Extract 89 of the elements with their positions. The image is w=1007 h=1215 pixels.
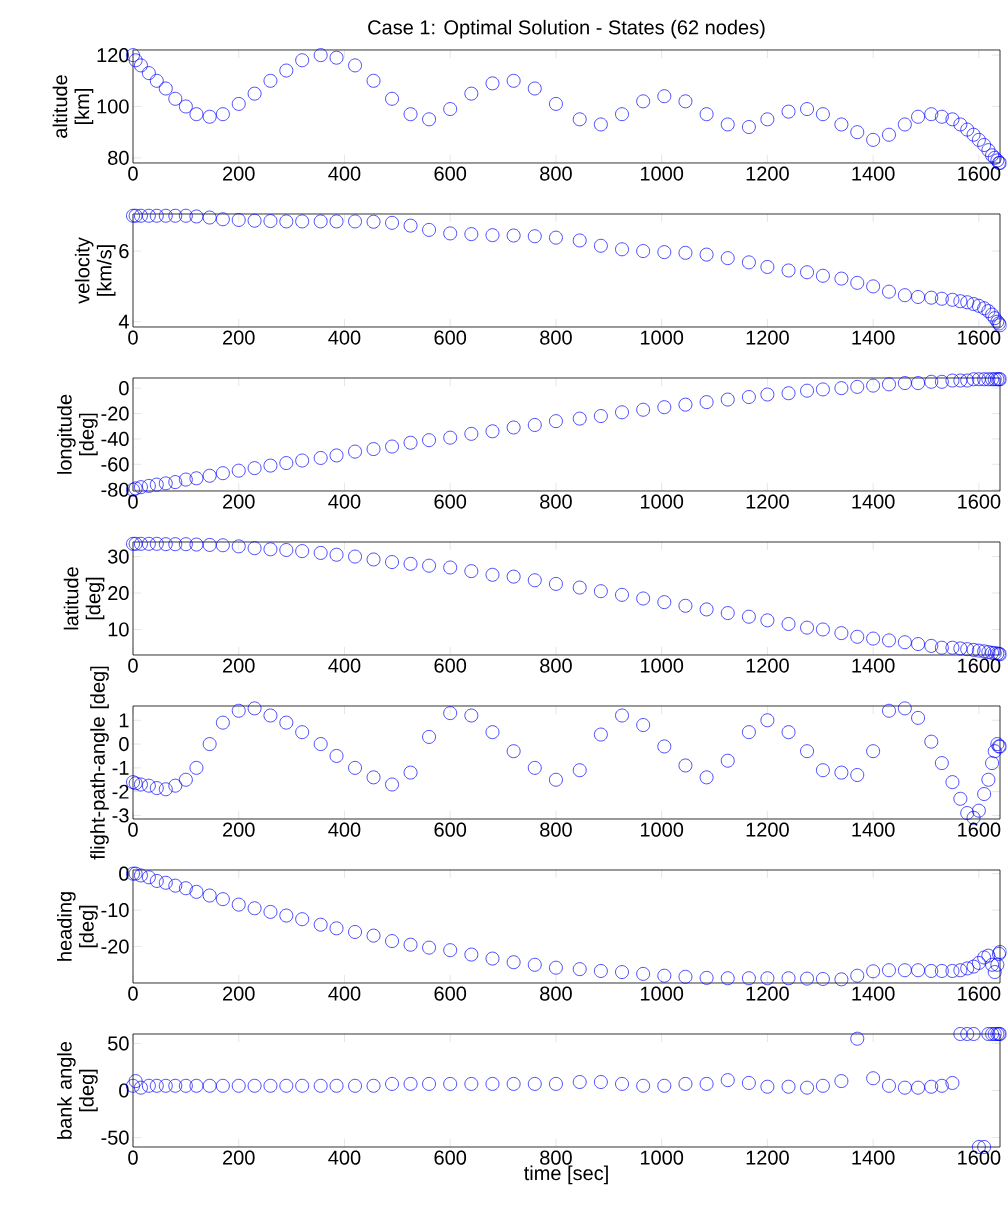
y-tick-label: 20	[108, 585, 129, 601]
x-tick-label: 400	[328, 986, 361, 1001]
y-axis-title: flight-path-angle [deg]	[90, 666, 110, 860]
x-tick-label: 1600	[958, 986, 1001, 1001]
x-tick-label: 800	[540, 494, 573, 509]
x-axis-title: time [sec]	[524, 1165, 609, 1185]
y-tick-label: -20	[101, 939, 129, 954]
y-tick-label: 50	[108, 1036, 129, 1051]
x-tick-label: 200	[223, 494, 255, 509]
y-tick-label: 6	[119, 243, 129, 259]
x-tick-label: 1600	[958, 494, 1001, 509]
y-axis-title: latitude [deg]	[63, 567, 105, 630]
y-axis-title: velocity [km/s]	[75, 237, 116, 304]
y-tick-label: -2	[112, 784, 129, 799]
x-tick-label: 1200	[746, 330, 790, 345]
x-tick-label: 1200	[746, 166, 790, 181]
y-axis-title: bank angle [deg]	[57, 1041, 98, 1139]
x-tick-label: 1200	[746, 658, 790, 673]
y-tick-label: 0	[119, 381, 129, 396]
x-tick-label: 1200	[746, 1150, 790, 1165]
x-tick-label: 400	[328, 166, 361, 181]
x-tick-label: 600	[434, 166, 467, 181]
x-tick-label: 1200	[746, 494, 790, 509]
y-tick-label: -60	[101, 457, 129, 472]
x-tick-label: 1600	[958, 822, 1001, 837]
y-tick-label: 4	[119, 314, 130, 329]
x-tick-label: 1400	[852, 330, 895, 345]
y-tick-label: -50	[101, 1130, 129, 1145]
x-tick-label: 200	[223, 658, 255, 673]
x-tick-label: 1200	[746, 822, 790, 837]
x-tick-label: 1000	[641, 986, 684, 1001]
y-tick-label: 10	[108, 622, 129, 637]
x-tick-label: 1400	[852, 494, 895, 509]
x-tick-label: 1600	[958, 166, 1001, 181]
y-tick-label: 30	[108, 549, 129, 564]
x-tick-label: 1400	[852, 658, 895, 673]
x-tick-label: 1000	[641, 658, 684, 673]
x-tick-label: 200	[223, 986, 255, 1001]
y-axis-title: altitude [km]	[52, 75, 94, 138]
chart-title: Case 1: Optimal Solution - States (62 nodes)	[368, 19, 765, 39]
y-tick-label: -1	[112, 760, 129, 775]
x-tick-label: 200	[223, 330, 255, 345]
x-tick-label: 1600	[958, 658, 1001, 673]
y-tick-label: 0	[119, 736, 129, 752]
y-axis-title: longitude [deg]	[57, 394, 98, 474]
y-tick-label: 0	[119, 866, 129, 881]
y-tick-label: 100	[97, 99, 129, 114]
x-tick-label: 600	[434, 822, 467, 837]
x-tick-label: 800	[540, 166, 573, 181]
x-tick-label: 400	[328, 494, 361, 509]
x-tick-label: 600	[434, 658, 467, 673]
x-tick-label: 200	[223, 822, 255, 837]
x-tick-label: 600	[434, 1150, 467, 1165]
x-tick-label: 1000	[641, 1150, 684, 1165]
x-tick-label: 1600	[958, 1150, 1001, 1165]
x-tick-label: 1400	[852, 166, 895, 181]
y-tick-label: 1	[120, 713, 129, 728]
x-tick-label: 1400	[852, 822, 895, 837]
x-tick-label: 800	[540, 822, 573, 837]
x-tick-label: 600	[434, 494, 467, 509]
x-tick-label: 400	[328, 1150, 361, 1165]
y-tick-label: 120	[97, 48, 129, 63]
y-axis-title: heading [deg]	[57, 892, 98, 961]
x-tick-label: 1000	[641, 330, 684, 345]
x-tick-label: 400	[328, 330, 361, 345]
y-tick-label: -3	[112, 808, 129, 823]
x-tick-label: 800	[540, 330, 573, 345]
x-tick-label: 800	[540, 658, 573, 673]
x-tick-label: 800	[540, 986, 573, 1001]
x-tick-label: 1600	[958, 330, 1001, 345]
x-tick-label: 1000	[641, 494, 684, 509]
x-tick-label: 1200	[746, 986, 790, 1001]
y-tick-label: -10	[101, 903, 129, 918]
x-tick-label: 200	[223, 166, 255, 181]
x-tick-label: 1000	[641, 166, 684, 181]
x-tick-label: 1000	[641, 822, 684, 837]
x-tick-label: 1400	[852, 986, 895, 1001]
y-tick-label: -80	[101, 482, 129, 497]
y-tick-label: 80	[108, 150, 129, 165]
x-tick-label: 800	[540, 1150, 573, 1165]
y-tick-label: -40	[101, 431, 129, 446]
x-tick-label: 400	[328, 822, 361, 837]
x-tick-label: 600	[434, 330, 467, 345]
x-tick-label: 1400	[852, 1150, 895, 1165]
x-tick-label: 400	[328, 658, 361, 673]
x-tick-label: 200	[223, 1150, 255, 1165]
y-tick-label: -20	[101, 406, 129, 421]
y-tick-label: 0	[119, 1083, 129, 1098]
x-tick-label: 600	[434, 986, 467, 1001]
